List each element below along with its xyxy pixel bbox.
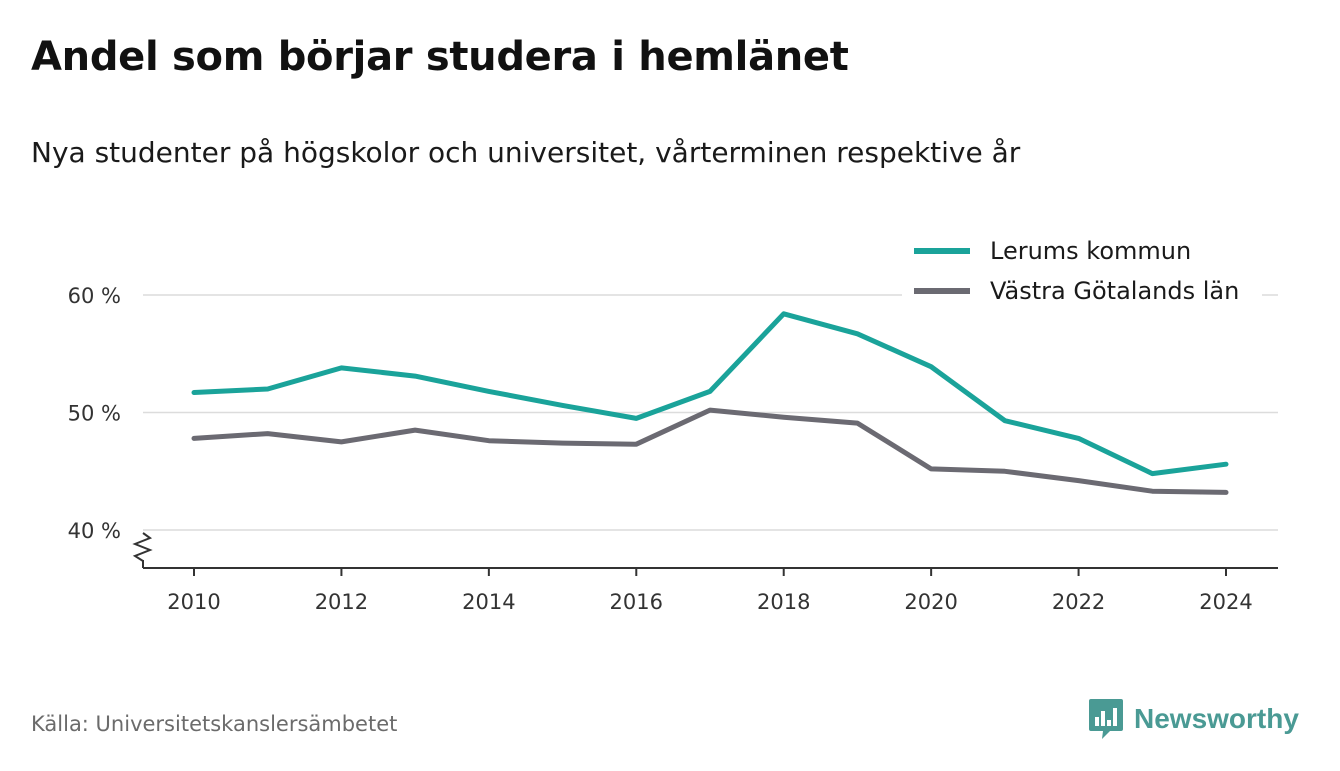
data-point — [1152, 491, 1153, 492]
data-point — [415, 430, 416, 431]
data-point — [562, 405, 563, 406]
data-point — [710, 410, 711, 411]
data-point — [1152, 473, 1153, 474]
data-point — [1004, 471, 1005, 472]
data-point — [1226, 464, 1227, 465]
data-point — [415, 376, 416, 377]
y-tick-label: 50 % — [68, 402, 121, 426]
y-tick-label: 60 % — [68, 284, 121, 308]
chart-subtitle: Nya studenter på högskolor och universit… — [31, 136, 1021, 169]
data-point — [194, 392, 195, 393]
brand-logo: Newsworthy — [1088, 697, 1299, 741]
data-point — [1078, 480, 1079, 481]
x-tick-label: 2018 — [757, 590, 810, 614]
data-point — [194, 438, 195, 439]
data-point — [1226, 492, 1227, 493]
data-point — [1078, 438, 1079, 439]
line-chart: 40 % 50 % 60 % 2010 2012 2014 2016 2018 2020 2022… — [67, 228, 1278, 614]
x-tick-label: 2022 — [1052, 590, 1105, 614]
data-point — [341, 367, 342, 368]
data-point — [267, 433, 268, 434]
data-point — [341, 441, 342, 442]
legend-background — [902, 228, 1262, 312]
data-point — [710, 391, 711, 392]
data-point — [783, 313, 784, 314]
source-note: Källa: Universitetskanslersämbetet — [31, 712, 398, 736]
x-tick-label: 2020 — [904, 590, 957, 614]
data-point — [931, 468, 932, 469]
chart-title: Andel som börjar studera i hemlänet — [31, 34, 849, 80]
brand-name: Newsworthy — [1134, 703, 1299, 734]
series-line-1 — [191, 407, 1229, 495]
data-point — [857, 333, 858, 334]
data-point — [783, 417, 784, 418]
x-tick-label: 2012 — [315, 590, 368, 614]
data-point — [857, 423, 858, 424]
series-line-0 — [191, 311, 1229, 477]
newsworthy-logo-icon — [1089, 699, 1123, 739]
x-tick-label: 2024 — [1199, 590, 1252, 614]
data-point — [931, 366, 932, 367]
x-tick-label: 2010 — [167, 590, 220, 614]
data-point — [1004, 420, 1005, 421]
data-point — [636, 444, 637, 445]
legend-label-0: Lerums kommun — [990, 237, 1191, 265]
legend-label-1: Västra Götalands län — [990, 277, 1239, 305]
x-tick-label: 2014 — [462, 590, 515, 614]
y-tick-label: 40 % — [68, 519, 121, 543]
x-tick-label: 2016 — [610, 590, 663, 614]
data-point — [488, 391, 489, 392]
data-point — [267, 389, 268, 390]
axis-break-icon — [132, 532, 153, 562]
data-point — [562, 443, 563, 444]
data-point — [636, 418, 637, 419]
data-point — [488, 440, 489, 441]
